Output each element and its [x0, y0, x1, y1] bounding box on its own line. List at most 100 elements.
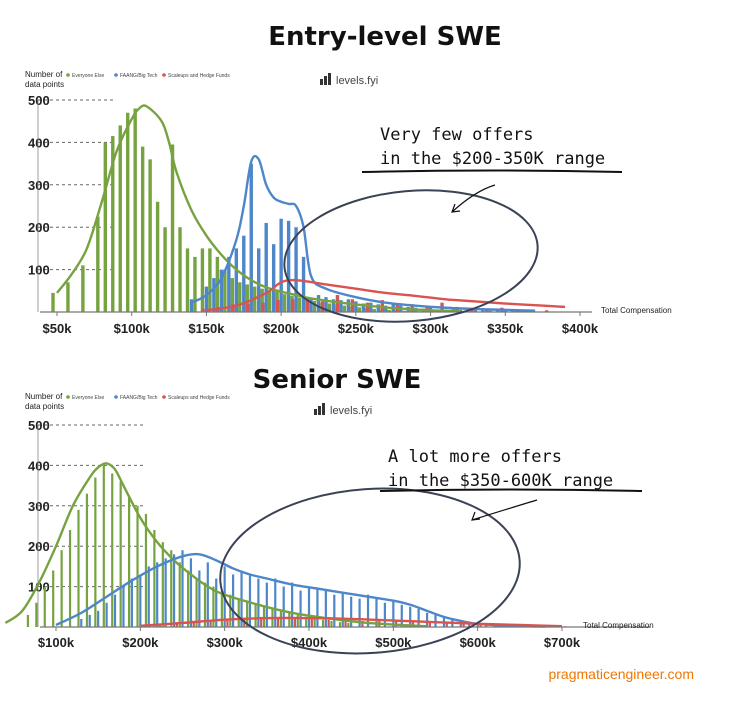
bar: [88, 614, 91, 627]
x-tick-label: $200k: [122, 635, 159, 650]
bar: [402, 310, 406, 312]
bar: [331, 299, 336, 312]
bar: [503, 310, 507, 312]
bar: [265, 582, 268, 627]
bar: [226, 618, 229, 627]
bar: [339, 300, 343, 312]
bar: [476, 622, 479, 627]
bar: [293, 618, 297, 627]
bar: [136, 505, 139, 627]
logo-bar: [328, 73, 331, 85]
bar: [366, 594, 370, 627]
bar: [170, 144, 175, 312]
bar: [369, 302, 373, 312]
bar: [215, 578, 218, 627]
annotation-line: in the $200-350K range: [380, 149, 605, 169]
bar: [511, 310, 515, 312]
bar: [94, 477, 97, 627]
bar: [248, 574, 252, 627]
chart-title: Senior SWE: [253, 365, 422, 395]
x-tick-label: $200k: [263, 321, 300, 336]
x-axis-label: Total Compensation: [583, 621, 654, 630]
bar: [111, 136, 115, 312]
bar: [102, 465, 105, 627]
bar: [153, 530, 156, 627]
bar: [357, 307, 362, 312]
bar: [187, 570, 190, 627]
bar: [479, 623, 482, 627]
bar: [260, 616, 263, 627]
bar: [321, 619, 325, 627]
bar: [208, 248, 212, 312]
bar: [195, 578, 198, 627]
bar: [384, 305, 388, 312]
highlight-ellipse: [283, 189, 539, 323]
bar: [261, 302, 265, 312]
x-tick-label: $300k: [207, 635, 244, 650]
bar: [354, 301, 358, 312]
bar: [296, 614, 299, 627]
bar: [350, 596, 353, 627]
brand-text: levels.fyi: [336, 75, 378, 87]
bar: [209, 619, 212, 627]
bar: [425, 612, 429, 627]
bar: [276, 618, 280, 627]
bar: [238, 282, 242, 312]
bar: [275, 300, 280, 312]
bar: [140, 146, 145, 312]
logo-bar: [314, 409, 317, 415]
logo-bar: [318, 406, 321, 415]
y-tick-label: 300: [28, 499, 50, 514]
annotation-line: Very few offers: [380, 125, 534, 145]
bar: [43, 586, 46, 627]
y-tick-label: 400: [28, 458, 50, 473]
bar: [163, 227, 167, 312]
bar: [60, 550, 63, 627]
bar: [260, 288, 264, 312]
bar: [164, 558, 167, 627]
bar: [333, 594, 336, 627]
bar: [139, 574, 142, 627]
x-tick-label: $350k: [487, 321, 524, 336]
bar: [409, 606, 412, 627]
bar: [481, 310, 485, 312]
bar: [81, 265, 85, 312]
bar: [130, 578, 133, 627]
bar: [200, 248, 205, 312]
bar: [35, 602, 38, 627]
levels-fyi-logo: [314, 403, 325, 415]
bar: [203, 582, 207, 627]
annotation-line: in the $350-600K range: [388, 471, 613, 491]
x-tick-label: $100k: [114, 321, 151, 336]
bar: [126, 112, 130, 312]
bar: [425, 305, 429, 312]
bar: [496, 310, 500, 312]
bar: [128, 497, 131, 627]
bar: [347, 622, 350, 627]
bar: [212, 586, 215, 627]
bar: [189, 299, 194, 312]
bar: [246, 303, 250, 312]
series-curve: [55, 552, 546, 628]
bar: [271, 244, 276, 312]
bar: [488, 310, 493, 312]
credit-text: pragmaticengineer.com: [548, 666, 694, 682]
bar: [118, 125, 122, 312]
x-tick-label: $400k: [291, 635, 328, 650]
legend-label: Everyone Else: [72, 395, 104, 401]
bar: [365, 302, 370, 312]
bar: [274, 578, 277, 627]
bar: [246, 600, 249, 627]
bar: [445, 622, 448, 627]
bar: [375, 598, 378, 627]
bar: [262, 606, 266, 627]
bar: [147, 566, 150, 627]
bar: [341, 592, 344, 627]
legend-marker: [66, 395, 70, 399]
brand-text: levels.fyi: [330, 405, 372, 417]
bar: [428, 622, 431, 627]
bar: [313, 618, 316, 627]
annotation-underline: [379, 488, 643, 492]
series-curve: [206, 278, 566, 312]
